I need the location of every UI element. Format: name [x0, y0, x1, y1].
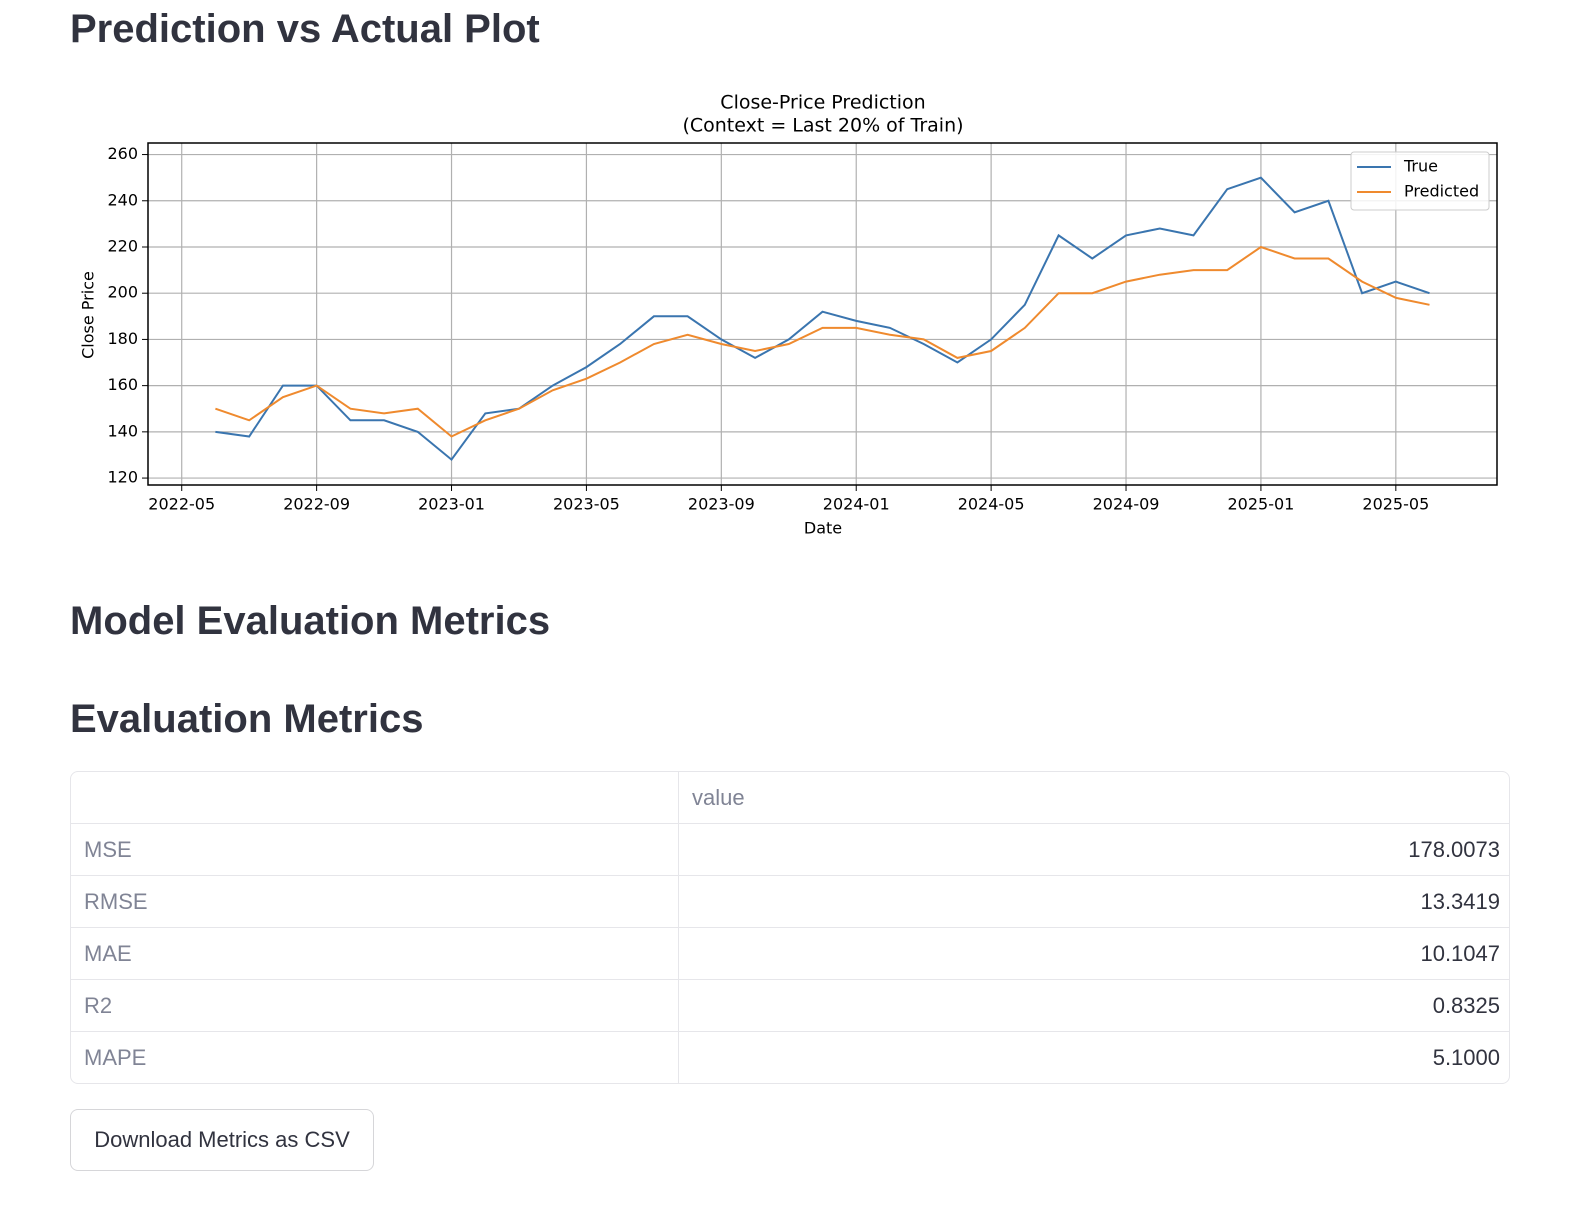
row-label: MSE — [71, 824, 679, 875]
table-row: R2 0.8325 — [71, 979, 1509, 1031]
x-tick-label: 2024-09 — [1093, 495, 1160, 514]
cell: 10.1047 — [1420, 941, 1500, 966]
y-tick-label: 220 — [107, 236, 138, 255]
row-label: R2 — [71, 980, 679, 1031]
x-tick-label: 2023-05 — [553, 495, 620, 514]
chart-subtitle: (Context = Last 20% of Train) — [682, 115, 963, 137]
table-row: MAPE 5.1000 — [71, 1031, 1509, 1083]
y-tick-label: 160 — [107, 375, 138, 394]
row-label: MAPE — [71, 1032, 679, 1083]
table-row: RMSE 13.3419 — [71, 875, 1509, 927]
x-tick-label: 2025-01 — [1227, 495, 1294, 514]
table-row: MAE 10.1047 — [71, 927, 1509, 979]
y-tick-label: 120 — [107, 468, 138, 487]
series-line — [215, 245, 1430, 438]
x-axis-label: Date — [804, 519, 842, 538]
table-header: value — [71, 772, 1509, 823]
header-cell — [71, 772, 679, 823]
heading: Prediction vs Actual Plot — [70, 7, 540, 51]
x-tick-label: 2024-05 — [958, 495, 1025, 514]
download-button[interactable]: Download Metrics as CSV — [70, 1109, 374, 1171]
y-axis-label: Close Price — [79, 271, 98, 359]
y-tick-label: 240 — [107, 190, 138, 209]
x-tick-label: 2024-01 — [823, 495, 890, 514]
metrics-table: value MSE 178.0073 RMSE 13.3419 MAE 10.1047 R2 0… — [70, 771, 1510, 1084]
table-row: MSE 178.0073 — [71, 823, 1509, 875]
row-label: MAE — [71, 928, 679, 979]
row-label: RMSE — [71, 876, 679, 927]
cell: 13.3419 — [1420, 889, 1500, 914]
plot-frame — [147, 142, 1498, 486]
series-line — [215, 176, 1430, 462]
y-tick-label: 260 — [107, 144, 138, 163]
cell: 0.8325 — [1432, 993, 1500, 1018]
legend-label: Predicted — [1404, 182, 1479, 201]
x-tick-label: 2025-05 — [1362, 495, 1429, 514]
heading: Model Evaluation Metrics — [70, 599, 551, 643]
y-tick-label: 180 — [107, 329, 138, 348]
header-cell: value — [692, 785, 745, 810]
cell: 5.1000 — [1432, 1045, 1500, 1070]
chart-title: Close-Price Prediction — [720, 92, 925, 114]
heading: Evaluation Metrics — [70, 697, 424, 741]
x-tick-label: 2022-05 — [148, 495, 215, 514]
y-tick-label: 200 — [107, 283, 138, 302]
y-tick-label: 140 — [107, 421, 138, 440]
cell: 178.0073 — [1408, 837, 1500, 862]
x-tick-label: 2022-09 — [283, 495, 350, 514]
x-tick-label: 2023-09 — [688, 495, 755, 514]
legend-label: True — [1403, 157, 1438, 176]
chart: Close-Price Prediction (Context = Last 2… — [79, 92, 1498, 538]
x-tick-label: 2023-01 — [418, 495, 485, 514]
